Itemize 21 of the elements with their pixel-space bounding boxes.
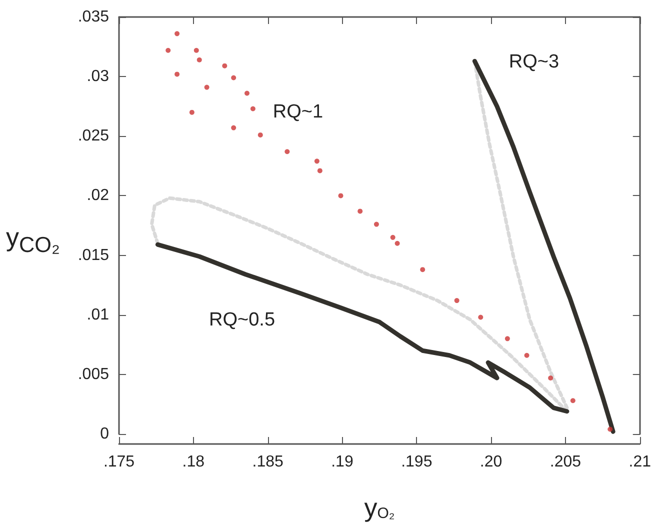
y-tick-label: .035 [78,8,110,26]
y-tick-label: .01 [86,306,110,324]
y-tick-label: .005 [78,366,110,383]
x-tick-label: .18 [182,454,205,470]
annotation: RQ~1 [272,102,324,122]
x-tick-label: .205 [550,454,582,470]
annotation: RQ~0.5 [208,310,276,330]
y-tick-label: .02 [86,187,110,204]
y-axis-title: y$_{CO₂}$ [6,222,60,260]
x-tick-label: .21 [628,454,652,470]
x-tick-label: .185 [252,454,284,470]
y-tick-label: .015 [78,246,110,264]
x-tick-label: .195 [401,454,432,470]
x-axis-title: yO₂ [364,492,395,522]
x-tick-label: .20 [480,454,502,470]
x-tick-label: .175 [103,454,135,470]
annotation: RQ~3 [508,52,560,72]
y-tick-label: 0 [100,426,110,442]
y-tick-label: .025 [78,128,110,145]
x-tick-label: .19 [331,454,354,470]
y-tick-label: .03 [86,68,110,86]
